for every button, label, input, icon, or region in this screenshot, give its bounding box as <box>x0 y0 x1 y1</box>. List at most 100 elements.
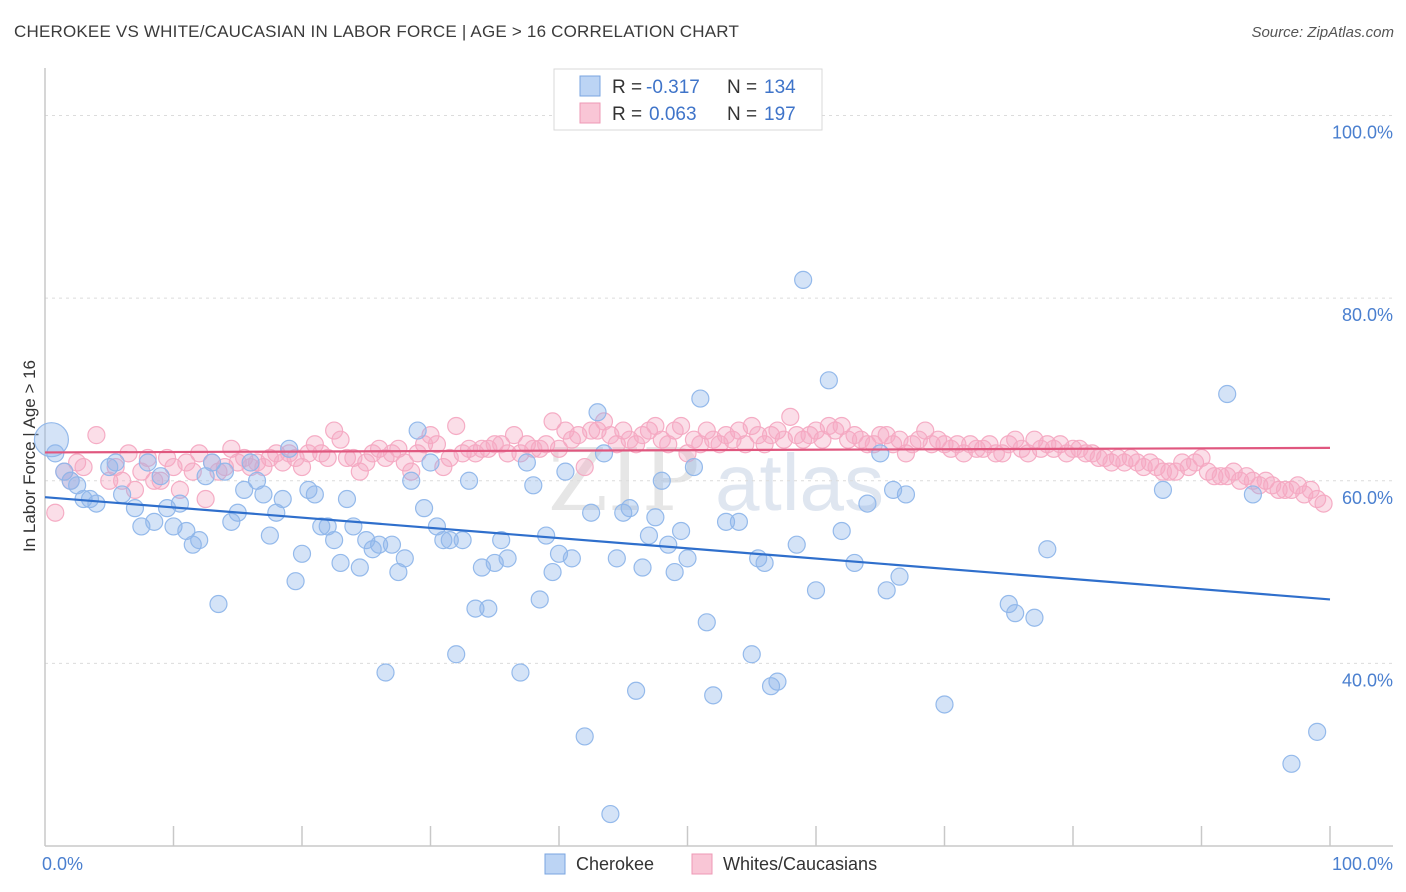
cherokee-point <box>492 531 511 550</box>
cherokee-point <box>170 494 190 513</box>
cherokee-point <box>1308 722 1327 741</box>
cherokee-point <box>1282 754 1301 773</box>
whites-caucasians-point <box>151 471 170 490</box>
whites-caucasians-point <box>492 435 511 454</box>
cherokee-point <box>305 485 324 504</box>
cherokee-point <box>697 613 716 632</box>
cherokee-point <box>1218 384 1237 404</box>
cherokee-point <box>729 512 749 531</box>
whites-caucasians-point <box>196 489 215 509</box>
whites-caucasians-point <box>305 435 324 454</box>
whites-caucasians-point <box>74 457 93 477</box>
whites-caucasians-point <box>749 426 768 445</box>
cherokee-point <box>459 471 479 490</box>
cherokee-point <box>562 549 581 568</box>
cherokee-point <box>337 489 357 509</box>
whites-caucasians-point <box>87 426 106 445</box>
whites-caucasians-point <box>350 462 369 481</box>
legend-n-label-cherokee: N = <box>727 77 757 98</box>
cherokee-point <box>806 581 826 600</box>
whites-caucasians-point <box>299 444 318 463</box>
cherokee-point <box>235 480 254 499</box>
cherokee-point <box>286 572 305 591</box>
whites-caucasians-point <box>485 435 504 454</box>
y-axis-title: In Labor Force | Age > 16 <box>20 360 39 552</box>
cherokee-point <box>241 453 260 472</box>
bottom-legend-label-cherokee: Cherokee <box>576 854 654 874</box>
cherokee-point <box>671 521 691 541</box>
series-whites-caucasians <box>46 407 1333 522</box>
y-tick-label: 60.0% <box>1342 488 1393 508</box>
legend: R = -0.317 N = 134 R = 0.063 N = 197 <box>553 68 823 131</box>
whites-caucasians-point <box>614 421 633 440</box>
cherokee-point <box>370 535 389 554</box>
cherokee-point <box>382 535 402 554</box>
whites-caucasians-point <box>575 457 594 477</box>
cherokee-point <box>466 599 485 618</box>
whites-caucasians-point <box>447 416 466 436</box>
y-tick-label: 80.0% <box>1342 305 1393 325</box>
whites-caucasians-point <box>871 426 890 445</box>
legend-r-label-cherokee: R = <box>612 77 642 98</box>
cherokee-point <box>151 467 170 486</box>
cherokee-point <box>935 695 954 714</box>
cherokee-point <box>742 645 761 664</box>
cherokee-point <box>254 485 273 504</box>
whites-caucasians-point <box>543 412 562 431</box>
cherokee-point <box>530 590 549 609</box>
chart-title: CHEROKEE VS WHITE/CAUCASIAN IN LABOR FOR… <box>14 22 740 41</box>
cherokee-point <box>55 462 74 481</box>
cherokee-point <box>768 672 787 691</box>
cherokee-point <box>633 558 652 577</box>
cherokee-point <box>222 512 241 531</box>
cherokee-point <box>395 549 414 568</box>
cherokee-point <box>652 471 671 490</box>
whites-caucasians-point <box>402 462 421 481</box>
cherokee-point <box>421 453 440 472</box>
cherokee-point <box>434 531 453 550</box>
cherokee-point <box>716 512 736 531</box>
whites-caucasians-point <box>742 416 761 436</box>
cherokee-point <box>402 471 421 490</box>
cherokee-point <box>678 549 697 568</box>
cherokee-point <box>819 371 838 390</box>
whites-caucasians-point <box>626 435 646 454</box>
cherokee-point <box>202 453 222 472</box>
cherokee-point <box>33 422 70 458</box>
cherokee-point <box>408 421 427 440</box>
whites-caucasians-point <box>1301 480 1320 499</box>
whites-caucasians-point <box>1160 462 1179 481</box>
legend-n-label-whites: N = <box>727 104 757 125</box>
cherokee-point <box>215 462 234 481</box>
cherokee-point <box>665 562 684 582</box>
whites-caucasians-point <box>119 444 138 463</box>
whites-caucasians-point <box>112 471 132 490</box>
cherokee-point <box>659 535 678 554</box>
bottom-legend-label-whites: Whites/Caucasians <box>723 854 877 874</box>
whites-caucasians-point <box>736 435 755 454</box>
cherokee-point <box>331 553 350 573</box>
cherokee-point <box>106 453 125 472</box>
y-tick-label: 100.0% <box>1332 123 1393 143</box>
cherokee-point <box>896 485 916 504</box>
cherokee-point <box>691 389 710 408</box>
whites-caucasians-point <box>408 444 427 463</box>
cherokee-point <box>543 562 562 582</box>
whites-caucasians-point <box>325 421 344 440</box>
cherokee-point <box>858 494 877 513</box>
trend-line-cherokee <box>44 496 1331 601</box>
whites-caucasians-point <box>755 435 774 454</box>
cherokee-point <box>87 494 106 513</box>
cherokee-point <box>999 594 1018 614</box>
cherokee-point <box>1038 540 1057 559</box>
whites-caucasians-point <box>337 448 357 468</box>
cherokee-point <box>1006 604 1025 623</box>
cherokee-point <box>440 531 459 550</box>
legend-n-value-whites: 197 <box>764 104 796 125</box>
whites-caucasians-point <box>395 453 414 472</box>
cherokee-point <box>145 512 164 531</box>
legend-swatch-cherokee <box>579 75 601 97</box>
whites-caucasians-point <box>768 421 787 440</box>
cherokee-point <box>350 558 369 577</box>
trend-line-whites-caucasians <box>44 446 1331 454</box>
